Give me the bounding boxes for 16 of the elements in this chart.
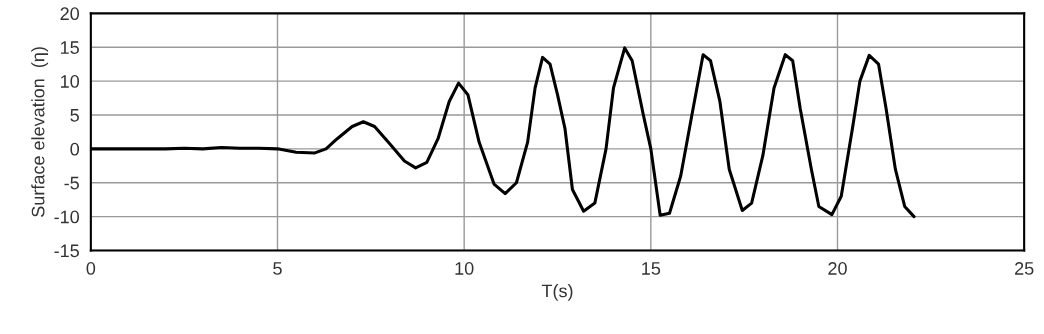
x-tick-label: 25: [1015, 262, 1034, 275]
y-tick-label: 5: [70, 109, 79, 122]
y-tick-label: 0: [70, 142, 80, 156]
x-axis-title: T(s): [541, 284, 573, 301]
y-tick-label: -5: [64, 176, 79, 190]
x-tick-label: 0: [86, 262, 96, 275]
y-tick-label: -10: [54, 210, 80, 224]
x-tick-label: 20: [828, 262, 847, 275]
y-tick-label: -15: [54, 244, 79, 258]
x-tick-label: 5: [273, 262, 282, 275]
y-axis-title: Surface elevation (η): [31, 47, 49, 217]
y-tick-label: 15: [61, 41, 79, 54]
x-tick-label: 10: [455, 262, 474, 275]
x-tick-label: 15: [642, 262, 661, 275]
y-tick-label: 20: [60, 7, 80, 21]
y-tick-label: 10: [61, 75, 80, 88]
